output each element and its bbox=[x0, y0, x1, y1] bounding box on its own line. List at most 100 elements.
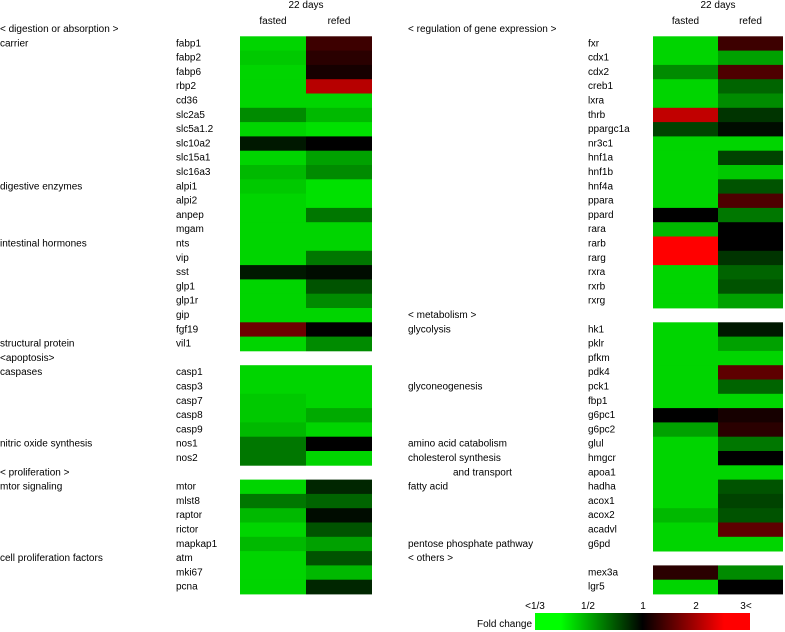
heatmap-cell bbox=[718, 451, 783, 466]
heatmap-cell bbox=[306, 122, 372, 137]
gene-label: lgr5 bbox=[588, 582, 605, 593]
gene-label: nts bbox=[176, 239, 189, 250]
category-label: pentose phosphate pathway bbox=[408, 539, 533, 550]
gene-label: nr3c1 bbox=[588, 138, 613, 149]
heatmap-cell bbox=[240, 222, 306, 237]
panel-header: 22 days bbox=[700, 0, 735, 11]
category-label: glycolysis bbox=[408, 324, 451, 335]
gene-label: sst bbox=[176, 267, 189, 278]
gene-label: fabp6 bbox=[176, 67, 201, 78]
heatmap-cell bbox=[718, 236, 783, 252]
heatmap-cell bbox=[240, 308, 306, 323]
heatmap-cell bbox=[306, 207, 372, 223]
heatmap-cell bbox=[653, 379, 718, 395]
heatmap-cell bbox=[653, 136, 718, 152]
gene-label: pcna bbox=[176, 582, 198, 593]
heatmap-cell bbox=[240, 379, 306, 395]
heatmap-cell bbox=[240, 436, 306, 452]
category-label: carrier bbox=[0, 38, 29, 49]
gene-label: glul bbox=[588, 439, 604, 450]
heatmap-cell bbox=[718, 150, 783, 166]
heatmap-cell bbox=[240, 565, 306, 581]
heatmap-cell bbox=[718, 265, 783, 280]
heatmap-cell bbox=[718, 493, 783, 509]
heatmap-cell bbox=[718, 64, 783, 80]
heatmap-cell bbox=[653, 193, 718, 209]
legend-tick-label: 1 bbox=[640, 601, 646, 612]
category-label: nitric oxide synthesis bbox=[0, 439, 92, 450]
heatmap-cell bbox=[240, 393, 306, 409]
heatmap-cell bbox=[306, 379, 372, 395]
heatmap-cell bbox=[653, 250, 718, 266]
gene-label: glp1 bbox=[176, 281, 195, 292]
heatmap-cell bbox=[306, 136, 372, 152]
section-label: < others > bbox=[408, 553, 453, 564]
category-label: amino acid catabolism bbox=[408, 439, 507, 450]
legend-tick-label: 1/2 bbox=[581, 601, 595, 612]
gene-label: hk1 bbox=[588, 324, 605, 335]
heatmap-cell bbox=[653, 265, 718, 280]
heatmap-cell bbox=[653, 465, 718, 480]
gene-label: alpi2 bbox=[176, 196, 198, 207]
heatmap-cell bbox=[306, 365, 372, 380]
heatmap-cell bbox=[718, 250, 783, 266]
heatmap-cell bbox=[306, 422, 372, 438]
heatmap-cell bbox=[718, 379, 783, 395]
heatmap-cell bbox=[653, 279, 718, 295]
legend-tick-label: 2 bbox=[693, 601, 699, 612]
gene-label: slc5a1.2 bbox=[176, 124, 214, 135]
heatmap-cell bbox=[240, 165, 306, 180]
gene-label: anpep bbox=[176, 210, 204, 221]
category-label: caspases bbox=[0, 367, 42, 378]
gene-label: fbp1 bbox=[588, 396, 608, 407]
category-label: fatty acid bbox=[408, 482, 448, 493]
heatmap-cell bbox=[240, 250, 306, 266]
heatmap-cell bbox=[718, 465, 783, 480]
heatmap-cell bbox=[306, 479, 372, 495]
heatmap-cell bbox=[653, 479, 718, 495]
heatmap-cell bbox=[653, 322, 718, 337]
heatmap-cell bbox=[653, 150, 718, 166]
panel-header: 22 days bbox=[288, 0, 323, 11]
gene-label: alpi1 bbox=[176, 181, 198, 192]
heatmap-cell bbox=[718, 393, 783, 409]
gene-label: mex3a bbox=[588, 567, 618, 578]
gene-label: nos1 bbox=[176, 439, 198, 450]
gene-label: rbp2 bbox=[176, 81, 196, 92]
gene-label: pck1 bbox=[588, 382, 610, 393]
heatmap-cell bbox=[306, 36, 372, 51]
heatmap-cell bbox=[240, 236, 306, 252]
gene-label: g6pd bbox=[588, 539, 610, 550]
heatmap-cell bbox=[240, 64, 306, 80]
heatmap-cell bbox=[718, 565, 783, 581]
gene-label: glp1r bbox=[176, 296, 199, 307]
gene-label: fxr bbox=[588, 38, 600, 49]
gene-label: hnf1b bbox=[588, 167, 613, 178]
heatmap-cell bbox=[306, 493, 372, 509]
category-label: digestive enzymes bbox=[0, 181, 82, 192]
heatmap-cell bbox=[653, 165, 718, 180]
heatmap-cell bbox=[653, 522, 718, 538]
heatmap-cell bbox=[653, 436, 718, 452]
heatmap-cell bbox=[653, 393, 718, 409]
gene-label: casp7 bbox=[176, 396, 203, 407]
heatmap-cell bbox=[240, 451, 306, 466]
gene-label: hnf4a bbox=[588, 181, 613, 192]
heatmap-cell bbox=[718, 579, 783, 595]
gene-label: ppard bbox=[588, 210, 614, 221]
gene-label: vip bbox=[176, 253, 189, 264]
heatmap-cell bbox=[306, 508, 372, 523]
gene-label: rarg bbox=[588, 253, 606, 264]
gene-label: acox2 bbox=[588, 510, 615, 521]
category-label: mtor signaling bbox=[0, 482, 62, 493]
legend-colorbar bbox=[535, 613, 750, 630]
heatmap-cell bbox=[306, 436, 372, 452]
gene-label: mapkap1 bbox=[176, 539, 218, 550]
gene-label: slc2a5 bbox=[176, 110, 205, 121]
heatmap-cell bbox=[718, 136, 783, 152]
section-label: < metabolism > bbox=[408, 310, 477, 321]
gene-label: ppara bbox=[588, 196, 614, 207]
heatmap-cell bbox=[306, 79, 372, 94]
heatmap-cell bbox=[653, 565, 718, 581]
gene-label: rarb bbox=[588, 239, 606, 250]
